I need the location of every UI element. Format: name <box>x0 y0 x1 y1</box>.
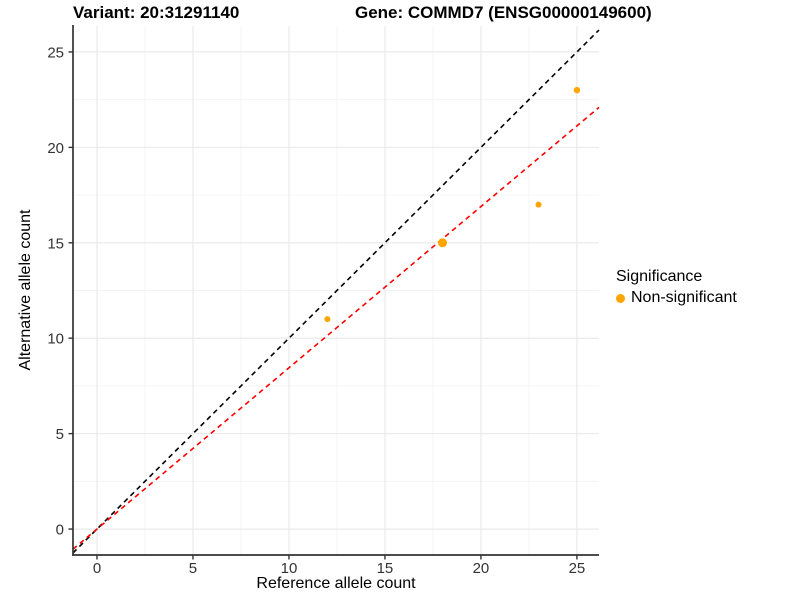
x-axis-title: Reference allele count <box>256 575 416 592</box>
identity-line <box>72 29 600 554</box>
legend-title: Significance <box>616 268 703 285</box>
variant-title: Variant: 20:31291140 <box>73 3 240 22</box>
data-point <box>573 86 581 94</box>
legend-point-swatch <box>616 293 625 303</box>
x-tick-label: 20 <box>473 560 490 577</box>
x-tick-label: 15 <box>377 560 394 577</box>
y-tick-label: 20 <box>47 140 64 157</box>
legend-items: Non-significant <box>616 289 737 307</box>
data-point <box>438 238 448 248</box>
x-tick-label: 5 <box>189 560 197 577</box>
y-tick-label: 25 <box>47 44 64 61</box>
gene-title: Gene: COMMD7 (ENSG00000149600) <box>355 3 652 22</box>
y-axis-title: Alternative allele count <box>17 209 34 371</box>
y-tick-label: 5 <box>56 426 64 443</box>
data-point <box>324 316 331 323</box>
data-point <box>535 201 542 208</box>
x-tick-label: 0 <box>93 560 101 577</box>
y-tick-label: 0 <box>56 522 64 539</box>
legend-item: Non-significant <box>616 289 737 307</box>
fit-line <box>72 106 600 550</box>
x-tick-label: 10 <box>281 560 298 577</box>
y-tick-label: 10 <box>47 331 64 348</box>
x-tick-label: 25 <box>569 560 586 577</box>
y-tick-label: 15 <box>47 235 64 252</box>
legend-item-label: Non-significant <box>631 289 737 306</box>
legend: Significance Non-significant <box>616 268 737 307</box>
